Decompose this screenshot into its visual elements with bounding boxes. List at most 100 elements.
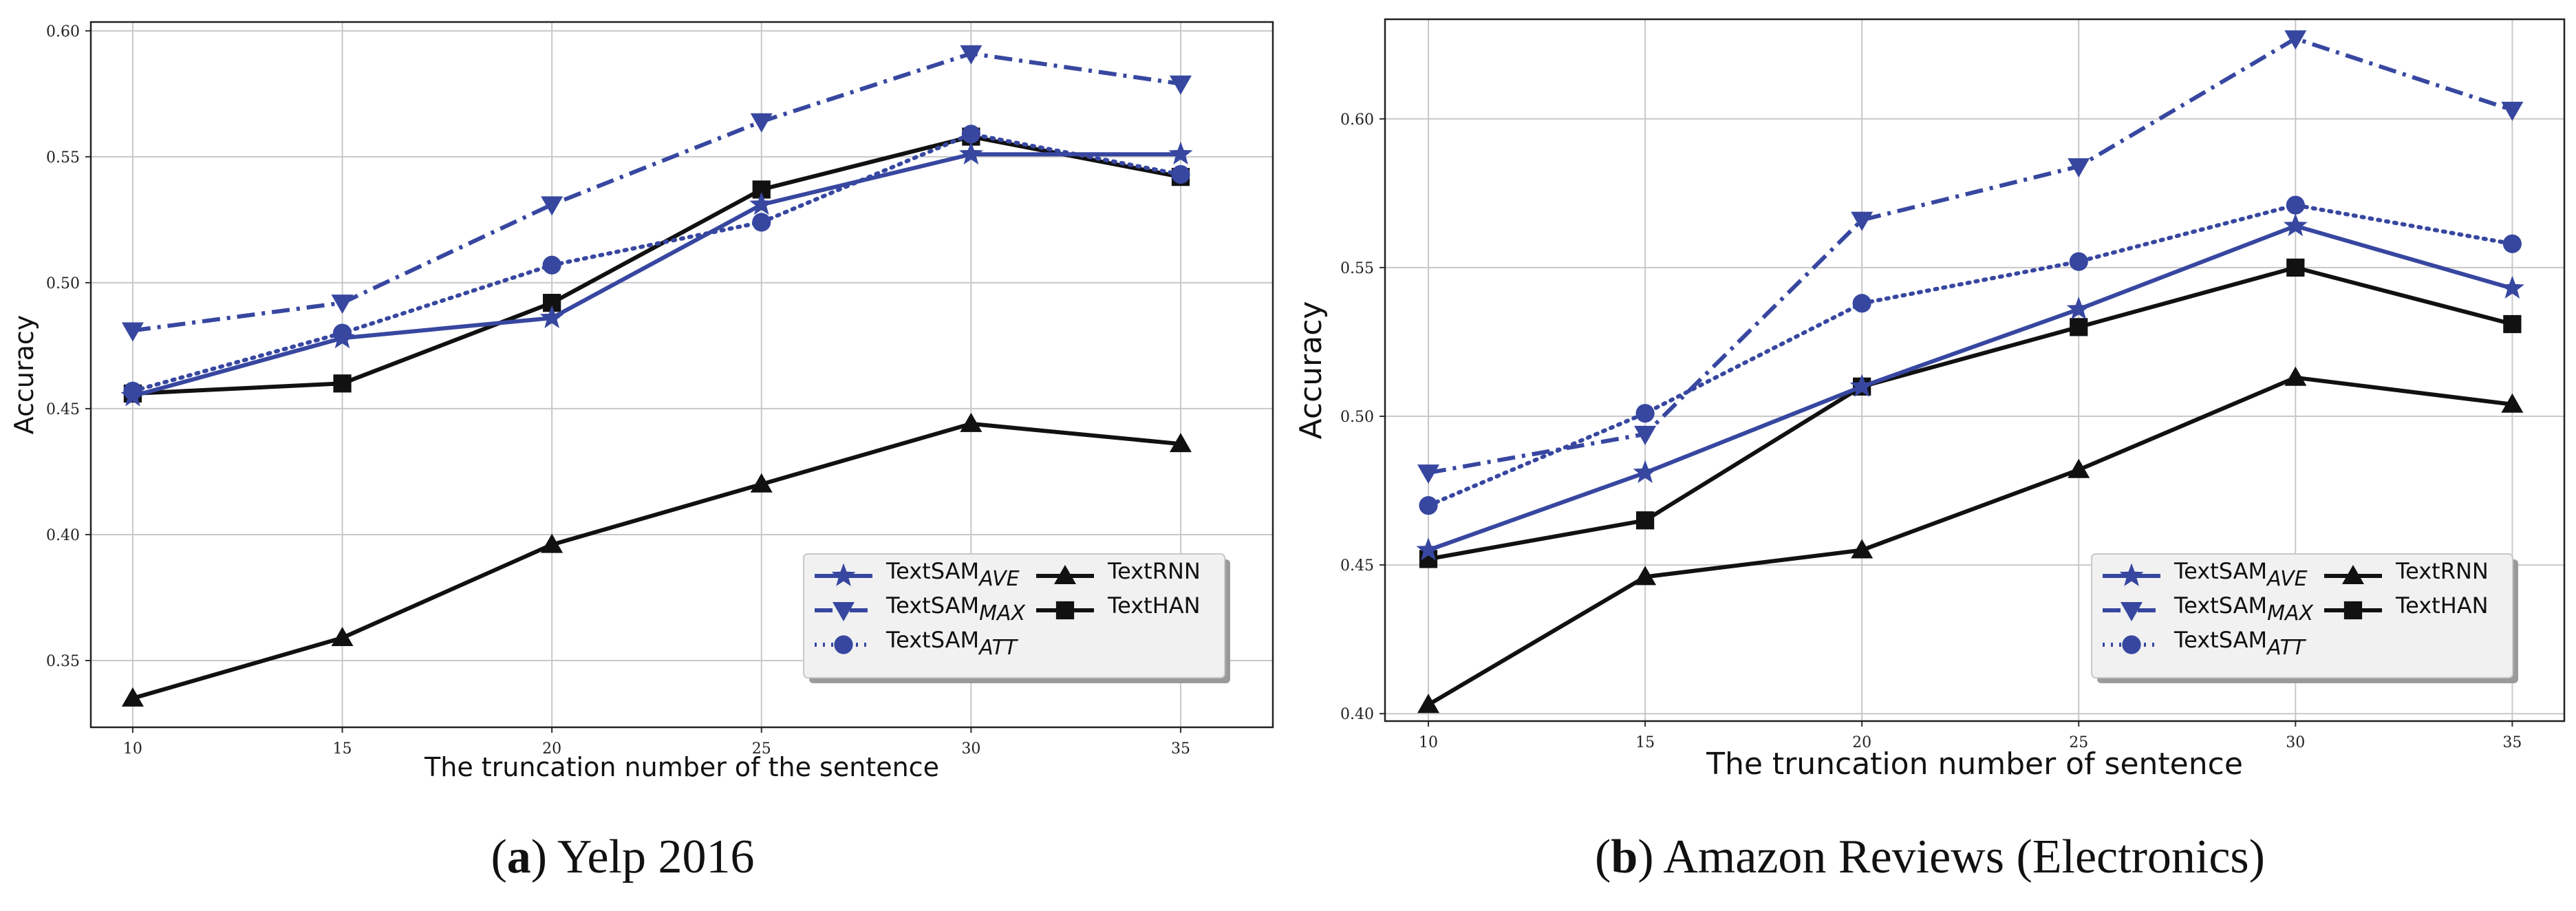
panel-b-point-textsam-att [2286,195,2305,215]
panel-b-point-textsam-max [1851,211,1874,231]
panel-a-point-textrnn [960,412,983,432]
panel-a-line-textsam-max [132,51,1181,333]
panel-a-legend-marker-textsam-att [834,635,853,654]
panel-b-point-textsam-ave [2283,213,2308,237]
panel-b-legend-entry-textsam-att: TextSAMATT [2103,627,2307,660]
panel-a-y-axis-label: Accuracy [9,315,39,435]
panel-b-series-texthan [1419,258,2522,568]
panel-a-series-textsam-att [123,125,1190,400]
panel-b-legend-label-textrnn: TextRNN [2395,558,2489,584]
panel-a-legend-entry-textsam-max: TextSAMMAX [815,592,1027,625]
panel-a-point-textsam-max [541,196,564,216]
panel-b-point-texthan [1635,511,1655,530]
panel-b-legend-entry-textsam-ave: TextSAMAVE [2103,558,2308,591]
panel-b-point-textrnn [1851,539,1874,559]
panel-b-point-texthan [2286,258,2305,277]
panel-a-line-texthan [132,134,1181,396]
panel-a-line-textrnn [132,421,1181,700]
panel-a-point-textsam-max [750,113,773,133]
panel-a-point-textsam-ave [539,305,564,328]
panel-b-point-textsam-max [1417,464,1440,484]
panel-a-legend-marker-textsam-max [833,602,855,621]
panel-b-point-texthan [2503,314,2522,334]
panel-a-legend-marker-textrnn [1054,565,1076,584]
panel-b-point-texthan [2070,318,2088,336]
panel-b-y-tick-label: 0.60 [1340,111,1374,129]
panel-b-point-textrnn [2284,366,2307,386]
panel-a-legend-label-textsam-ave: TextSAMAVE [886,558,1020,591]
panel-b-legend-entry-textrnn: TextRNN [2324,558,2489,584]
panel-b-point-textsam-ave [1633,460,1657,483]
panel-a-point-textsam-max [121,322,144,342]
panel-a-chart: 10 15 20 25 30 35 0.35 0.40 0.45 0.50 0.55 0.60 The … [9,21,1274,782]
panel-a-point-textsam-att [332,323,352,343]
panel-b-x-tick-label: 25 [2069,734,2088,751]
panel-a-series-textsam-max [121,45,1192,342]
panel-b-y-axis-label: Accuracy [1294,301,1329,440]
panel-a-legend-label-textsam-max: TextSAMMAX [886,592,1027,625]
panel-a-point-textsam-max [960,45,983,65]
panel-b-point-textsam-att [1419,496,1438,515]
panel-a-y-tick-label: 0.45 [46,401,80,418]
panel-b-legend-marker-textrnn [2342,565,2364,584]
panel-b-legend-entry-texthan: TextHAN [2324,592,2489,620]
panel-b-point-textsam-att [2502,234,2522,253]
panel-a-point-textsam-att [1171,164,1190,184]
panel-a-x-tick-label: 10 [123,740,142,758]
panel-a-y-tick-label: 0.35 [46,653,80,670]
panel-b-point-textrnn [2068,458,2090,478]
panel-b-point-textsam-max [2284,30,2307,50]
panel-a-legend-entry-texthan: TextHAN [1036,592,1201,620]
panel-b-point-textsam-ave [1849,374,1874,397]
panel-a-line-textsam-ave [132,152,1181,398]
panel-b-line-textsam-att [1426,203,2515,508]
panel-b-legend-marker-textsam-ave [2119,563,2144,586]
panel-a-caption-text: Yelp 2016 [557,830,755,883]
panel-b-legend-entry-textsam-max: TextSAMMAX [2103,592,2315,625]
panel-a-legend-label-texthan: TextHAN [1107,592,1201,619]
panel-a-legend-label-textrnn: TextRNN [1107,558,1201,584]
panel-b-x-tick-label: 15 [1635,734,1655,751]
panel-b-point-textsam-att [1635,404,1655,423]
panel-b-legend-label-textsam-max: TextSAMMAX [2174,592,2315,625]
panel-a-point-textrnn [750,473,773,493]
panel-a-caption: (a) Yelp 2016 [491,830,754,883]
panel-b-caption-text: Amazon Reviews (Electronics) [1663,830,2265,883]
panel-a-line-textsam-att [130,131,1183,394]
panel-a-y-tick-label: 0.55 [46,149,80,167]
panel-a-x-tick-label: 15 [333,740,352,758]
panel-a-point-textsam-att [961,125,980,144]
panel-a-y-tick-label: 0.60 [46,23,80,41]
panel-a-x-tick-label: 25 [752,740,771,758]
panel-a-legend-box [803,553,1225,678]
panel-b-legend-label-textsam-ave: TextSAMAVE [2174,558,2308,591]
panel-b-y-tick-label: 0.40 [1340,706,1374,723]
panel-b-x-tick-label: 20 [1852,734,1871,751]
panel-a-legend-marker-textsam-ave [831,563,856,586]
panel-a-point-textsam-att [123,381,142,400]
panel-b-point-textsam-max [2068,158,2090,178]
panel-b-x-tick-label: 10 [1419,734,1438,751]
panel-b-point-textsam-ave [2066,297,2091,320]
panel-a-caption-letter: a [507,830,531,883]
panel-a-legend-entry-textsam-ave: TextSAMAVE [815,558,1020,591]
panel-a-y-tick-label: 0.40 [46,527,80,544]
panel-b-series-textrnn [1417,366,2524,714]
panel-a-point-textsam-ave [958,141,983,165]
panel-a-point-textsam-max [1169,75,1192,95]
panel-a-axes-frame [89,21,1274,729]
panel-a-x-axis-label: The truncation number of the sentence [424,752,939,782]
panel-b-point-textsam-att [2069,252,2088,271]
panel-b-x-tick-label: 30 [2286,734,2305,751]
panel-b-point-textrnn [1417,694,1440,714]
panel-a-x-tick-label: 20 [542,740,561,758]
panel-b-y-tick-label: 0.55 [1340,260,1374,277]
panel-b-legend-label-textsam-att: TextSAMATT [2174,627,2307,660]
panel-a-legend-label-textsam-att: TextSAMATT [886,627,1019,660]
panel-b-legend-marker-textsam-att [2122,635,2141,654]
panel-b-legend-marker-textsam-max [2121,602,2143,621]
panel-a-legend-entry-textrnn: TextRNN [1036,558,1201,584]
panel-b-point-textsam-att [1852,294,1871,313]
